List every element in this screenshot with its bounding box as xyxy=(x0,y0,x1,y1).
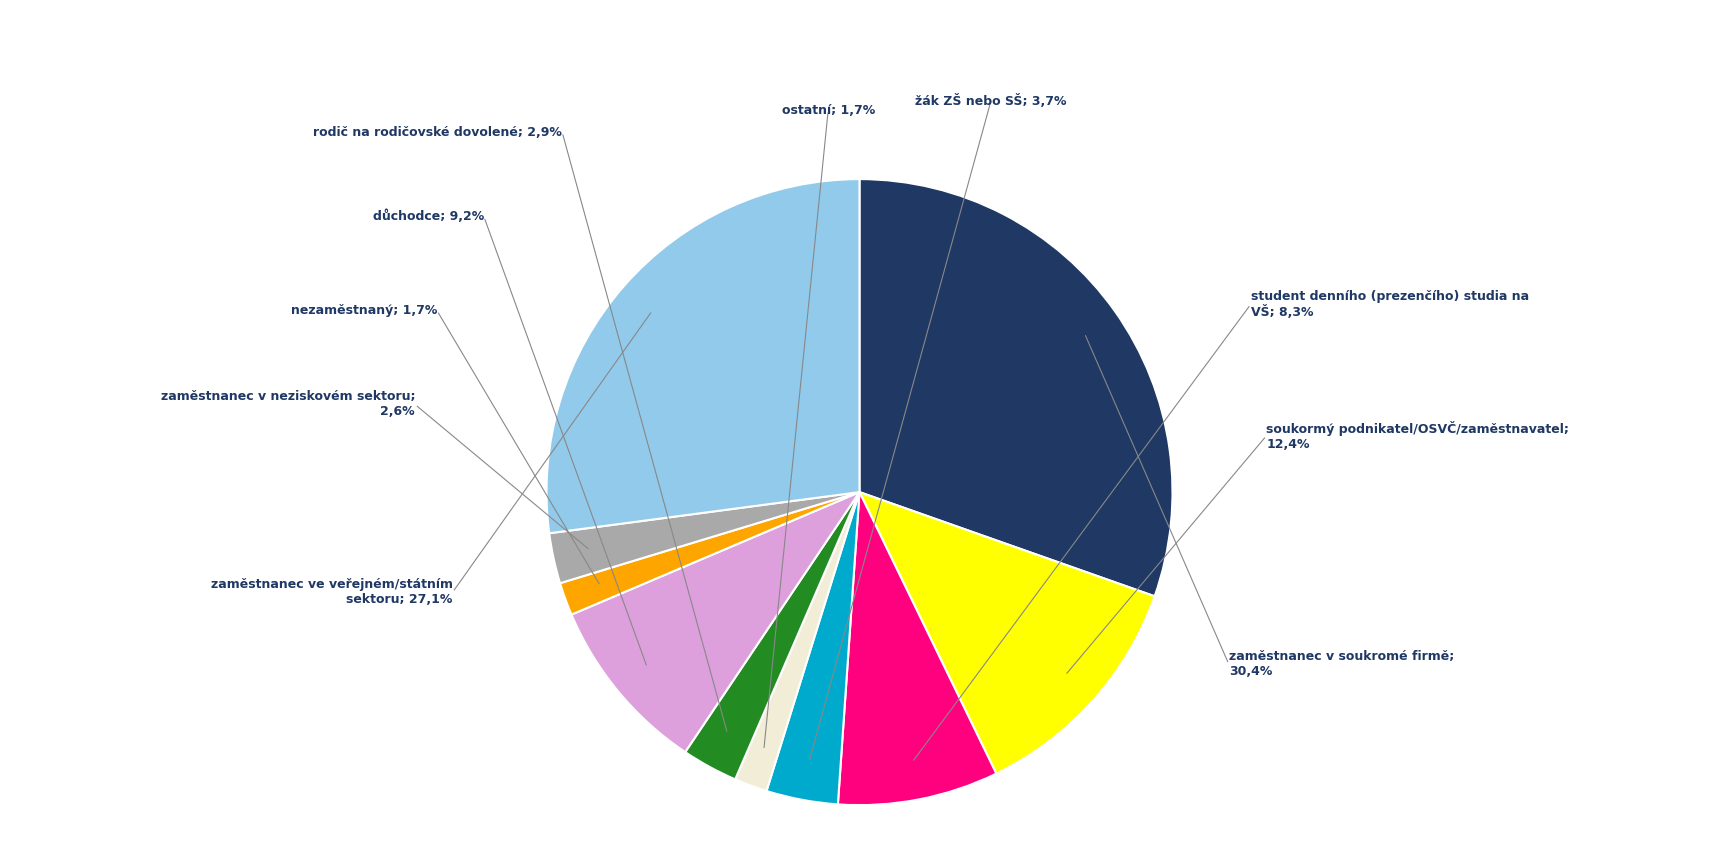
Text: rodič na rodičovské dovolené; 2,9%: rodič na rodičovské dovolené; 2,9% xyxy=(313,125,562,138)
Wedge shape xyxy=(548,492,860,583)
Text: žák ZŠ nebo SŠ; 3,7%: žák ZŠ nebo SŠ; 3,7% xyxy=(915,94,1067,108)
Wedge shape xyxy=(860,492,1155,774)
Text: ostatní; 1,7%: ostatní; 1,7% xyxy=(782,104,875,117)
Text: zaměstnanec v soukromé firmě;
30,4%: zaměstnanec v soukromé firmě; 30,4% xyxy=(1229,650,1454,679)
Wedge shape xyxy=(837,492,997,805)
Text: zaměstnanec ve veřejném/státním
sektoru; 27,1%: zaměstnanec ve veřejném/státním sektoru;… xyxy=(211,578,452,606)
Text: zaměstnanec v neziskovém sektoru;
2,6%: zaměstnanec v neziskovém sektoru; 2,6% xyxy=(160,391,414,418)
Text: důchodce; 9,2%: důchodce; 9,2% xyxy=(373,210,483,223)
Wedge shape xyxy=(560,492,860,614)
Wedge shape xyxy=(571,492,860,752)
Wedge shape xyxy=(736,492,860,791)
Text: nezaměstnaný; 1,7%: nezaměstnaný; 1,7% xyxy=(291,304,437,317)
Text: soukormý podnikatel/OSVČ/zaměstnavatel;
12,4%: soukormý podnikatel/OSVČ/zaměstnavatel; … xyxy=(1267,421,1569,451)
Text: student denního (prezenčího) studia na
VŠ; 8,3%: student denního (prezenčího) studia na V… xyxy=(1251,289,1528,319)
Wedge shape xyxy=(547,179,860,533)
Wedge shape xyxy=(686,492,860,779)
Wedge shape xyxy=(860,179,1172,596)
Wedge shape xyxy=(767,492,860,804)
